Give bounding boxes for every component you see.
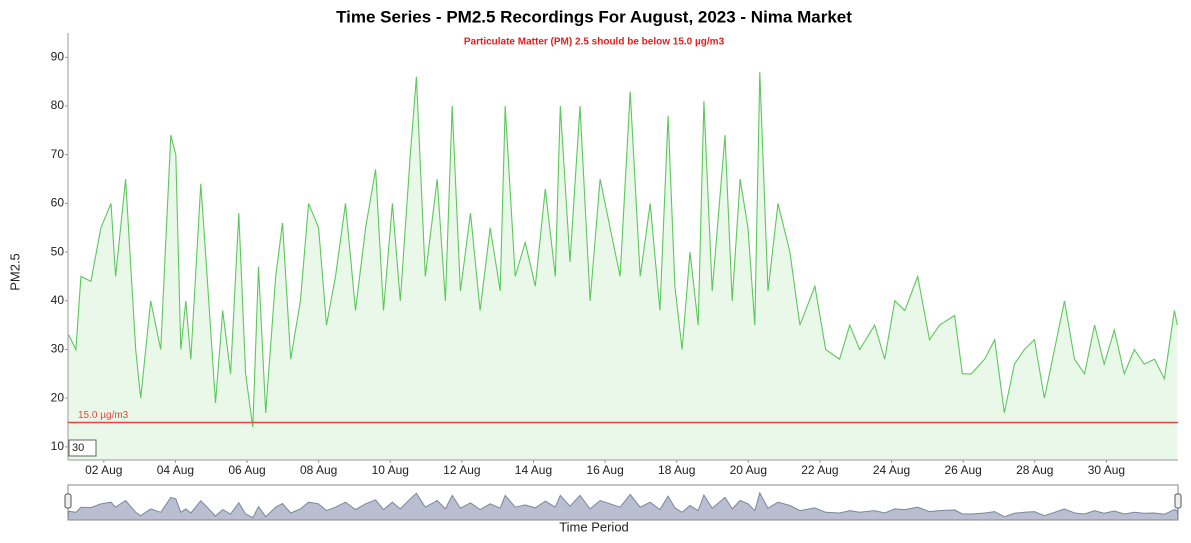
x-tick-label: 10 Aug: [372, 463, 409, 477]
x-tick-label: 18 Aug: [658, 463, 695, 477]
y-tick-label: 40: [51, 293, 65, 307]
x-tick-label: 30 Aug: [1088, 463, 1125, 477]
y-axis-label: PM2.5: [7, 253, 22, 291]
range-handle: [1174, 493, 1182, 509]
area: [68, 72, 1178, 460]
y-tick-label: 60: [51, 196, 65, 210]
x-axis-label: Time Period: [559, 519, 629, 534]
y-tick-label: 30: [51, 342, 65, 356]
x-tick-label: 04 Aug: [157, 463, 194, 477]
y-tick-label: 20: [51, 390, 65, 404]
chart-title: Time Series - PM2.5 Recordings For Augus…: [336, 7, 852, 26]
y-tick-label: 10: [51, 439, 65, 453]
y-tick-label: 90: [51, 50, 65, 64]
x-tick-label: 22 Aug: [801, 463, 838, 477]
x-tick-label: 06 Aug: [228, 463, 265, 477]
y-tick-label: 50: [51, 244, 65, 258]
roll-period-box: [68, 439, 97, 457]
x-tick-label: 20 Aug: [730, 463, 767, 477]
range-selector-plot: [67, 491, 1179, 521]
x-tick-label: 16 Aug: [586, 463, 623, 477]
x-tick-label: 12 Aug: [443, 463, 480, 477]
x-tick-label: 26 Aug: [944, 463, 981, 477]
chart-subtitle: Particulate Matter (PM) 2.5 should be be…: [464, 37, 725, 48]
x-tick-label: 28 Aug: [1016, 463, 1053, 477]
roll-period-value: 30: [72, 442, 84, 454]
line: [68, 71, 1178, 428]
y-tick-label: 70: [51, 147, 65, 161]
range-handle: [64, 493, 72, 509]
y-tick-label: 80: [51, 98, 65, 112]
x-tick-label: 14 Aug: [515, 463, 552, 477]
x-tick-label: 08 Aug: [300, 463, 337, 477]
x-tick-label: 02 Aug: [85, 463, 122, 477]
threshold-label: 15.0 µg/m3: [78, 410, 129, 421]
x-tick-label: 24 Aug: [873, 463, 910, 477]
